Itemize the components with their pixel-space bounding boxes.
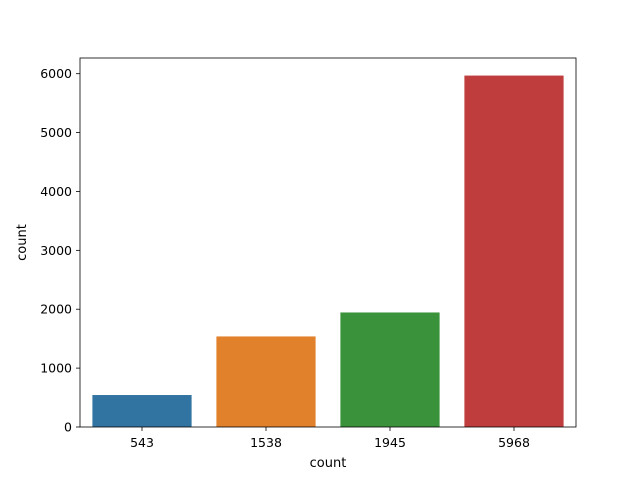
y-tick-label: 2000 (40, 302, 72, 317)
y-tick-label: 0 (64, 420, 72, 435)
y-tick-label: 1000 (40, 361, 72, 376)
bar-5968 (464, 75, 564, 428)
bar-1945 (340, 312, 440, 427)
x-tick-label: 5968 (498, 435, 530, 450)
x-tick-label: 543 (130, 435, 154, 450)
bar-1538 (216, 336, 316, 427)
bar-543 (92, 395, 192, 427)
plot-frame (79, 57, 577, 428)
x-tick-label: 1538 (250, 435, 282, 450)
y-tick-label: 6000 (40, 66, 72, 81)
x-tick-label: 1945 (374, 435, 406, 450)
y-axis: 0 1000 2000 3000 4000 5000 6000 (40, 66, 80, 435)
x-axis: 543 1538 1945 5968 (130, 427, 530, 450)
y-tick-label: 5000 (40, 125, 72, 140)
y-tick-label: 3000 (40, 243, 72, 258)
y-tick-label: 4000 (40, 184, 72, 199)
y-axis-label: count (15, 224, 30, 261)
x-axis-label: count (310, 456, 347, 471)
bars-layer (92, 75, 564, 428)
